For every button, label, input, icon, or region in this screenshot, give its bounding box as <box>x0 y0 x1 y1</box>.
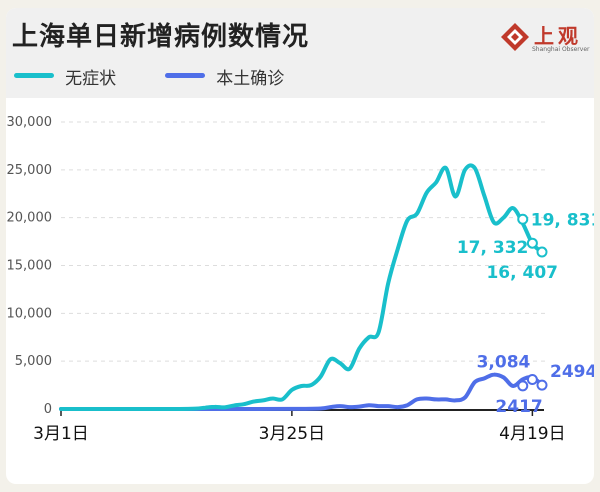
y-tick-label-15000: 15,000 <box>7 259 53 274</box>
x-tick-label-1: 3月25日 <box>259 424 325 444</box>
x-tick-label-2: 4月19日 <box>499 424 565 444</box>
legend-swatch-local-confirmed <box>165 73 206 78</box>
data-label-local-confirmed-2417: 2417 <box>495 397 542 417</box>
data-point-asymptomatic-19831 <box>517 213 529 225</box>
data-label-asymptomatic-17332: 17, 332 <box>457 238 529 258</box>
legend-item-asymptomatic: 无症状 <box>14 64 116 89</box>
chart-title: 上海单日新增病例数情况 <box>12 22 310 52</box>
data-point-asymptomatic-16407 <box>536 246 548 258</box>
chart-card: 上海单日新增病例数情况 上观 Shanghai Observer 无症状 本土确… <box>6 8 594 484</box>
y-tick-label-5000: 5,000 <box>15 354 52 369</box>
data-label-local-confirmed-2494: 2494 <box>550 362 594 382</box>
y-tick-label-0: 0 <box>44 402 52 417</box>
shanghai-observer-logo: 上观 Shanghai Observer <box>500 20 590 60</box>
chart-legend: 无症状 本土确诊 <box>14 64 328 89</box>
series-line-asymptomatic <box>59 163 544 411</box>
y-tick-label-20000: 20,000 <box>7 211 53 226</box>
data-point-local-confirmed-3084 <box>526 373 538 385</box>
legend-label-local-confirmed: 本土确诊 <box>216 69 285 89</box>
chart-header: 上海单日新增病例数情况 上观 Shanghai Observer 无症状 本土确… <box>6 8 594 98</box>
data-label-local-confirmed-3084: 3,084 <box>477 352 531 372</box>
x-tick-label-0: 3月1日 <box>33 424 89 444</box>
data-point-local-confirmed-2494 <box>536 379 548 391</box>
series-line-local-confirmed <box>59 372 544 411</box>
logo-name: 上观 <box>534 24 582 48</box>
legend-item-local-confirmed: 本土确诊 <box>165 64 284 89</box>
data-label-asymptomatic-19831: 19, 831 <box>531 210 594 230</box>
logo-subtitle: Shanghai Observer <box>532 46 590 53</box>
y-tick-label-25000: 25,000 <box>7 163 53 178</box>
y-tick-label-30000: 30,000 <box>7 115 53 130</box>
data-point-asymptomatic-17332 <box>526 237 538 249</box>
line-chart: 0 5,000 10,000 15,000 20,000 25,000 30,000 3月1日… <box>7 115 595 444</box>
legend-label-asymptomatic: 无症状 <box>65 69 117 89</box>
data-label-asymptomatic-16407: 16, 407 <box>486 263 558 283</box>
y-tick-label-10000: 10,000 <box>7 306 53 321</box>
legend-swatch-asymptomatic <box>14 73 54 78</box>
data-point-local-confirmed-2417 <box>517 380 529 392</box>
logo-emblem-icon <box>501 23 529 51</box>
